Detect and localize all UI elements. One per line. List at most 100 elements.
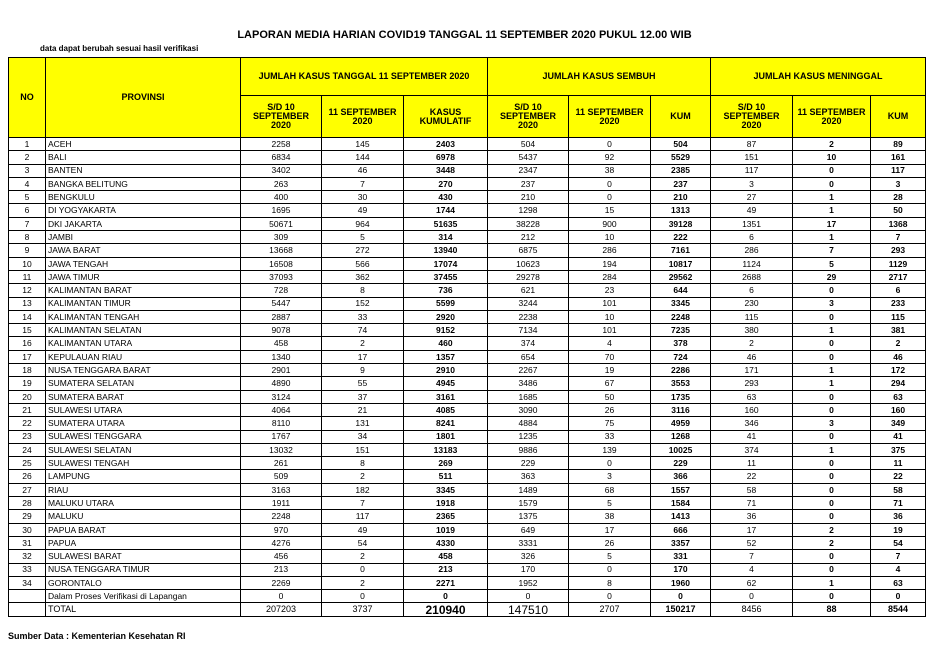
cell-value: 3 — [792, 296, 872, 311]
cell-province: NUSA TENGGARA TIMUR — [45, 562, 241, 577]
cell-value: 293 — [710, 376, 794, 391]
cell-value: 161 — [870, 150, 927, 165]
table-row: 22 SUMATERA UTARA 8110 131 8241 4884 75 4959 346… — [8, 416, 927, 431]
cell-value: 2910 — [403, 363, 488, 378]
cell-value: 263 — [240, 176, 322, 192]
cell-value: 1 — [792, 230, 872, 245]
cell-value: 9 — [321, 363, 404, 378]
cell-value: 3124 — [240, 389, 322, 404]
cell-value: 2403 — [403, 136, 488, 152]
cell-province: MALUKU UTARA — [45, 496, 241, 511]
cell-value: 1579 — [487, 496, 569, 511]
cell-value: 37093 — [240, 269, 322, 285]
cell-value: 27 — [710, 190, 794, 205]
cell-value: 117 — [710, 163, 794, 178]
cell-province: KALIMANTAN TENGAH — [45, 309, 241, 325]
cell-value: 4085 — [403, 402, 488, 418]
cell-no: 24 — [8, 442, 46, 458]
cell-value: 0 — [792, 389, 872, 404]
cell-value: 0 — [792, 402, 872, 418]
cell-value: 2269 — [240, 575, 322, 591]
cell-value: 4330 — [403, 535, 488, 551]
cell-no: 2 — [8, 150, 46, 165]
cell-no: 13 — [8, 296, 46, 311]
cell-value: 89 — [870, 136, 927, 152]
cell-no: 7 — [8, 216, 46, 232]
cell-value: 0 — [792, 309, 872, 325]
cell-value: 237 — [649, 176, 712, 192]
cell-value: 26 — [568, 535, 651, 551]
cell-value: 6 — [710, 230, 794, 245]
cell-value: 3486 — [487, 376, 569, 391]
cell-value: 456 — [240, 549, 322, 564]
cell-value: 1695 — [240, 203, 322, 218]
cell-no: 18 — [8, 363, 46, 378]
table-row: 30 PAPUA BARAT 970 49 1019 649 17 666 17 2 19 — [8, 522, 927, 537]
cell-no: 19 — [8, 376, 46, 391]
cell-value: 34 — [321, 429, 404, 444]
group-header: JUMLAH KASUS MENINGGAL — [710, 57, 927, 96]
cell-value: 10 — [568, 309, 651, 325]
cell-value: 1744 — [403, 203, 488, 218]
cell-value: 3 — [710, 176, 794, 192]
cell-value: 38 — [568, 509, 651, 524]
cell-province: SUMATERA SELATAN — [45, 376, 241, 391]
cell-no: 33 — [8, 562, 46, 577]
cell-value: 19 — [568, 363, 651, 378]
cell-value: 1960 — [649, 575, 712, 591]
cell-value: 210 — [487, 190, 569, 205]
sub-header: 11 SEPTEMBER 2020 — [568, 95, 651, 138]
cell-value: 8 — [568, 575, 651, 591]
table-row: 21 SULAWESI UTARA 4064 21 4085 3090 26 3116 160 0… — [8, 402, 927, 418]
cell-no: 28 — [8, 496, 46, 511]
cell-value: 11 — [870, 456, 927, 471]
cell-value: 1 — [792, 442, 872, 458]
cell-no: 10 — [8, 256, 46, 271]
cell-province: SULAWESI UTARA — [45, 402, 241, 418]
cell-value: 1313 — [649, 203, 712, 218]
cell-value: 172 — [870, 363, 927, 378]
cell-value: 3 — [568, 469, 651, 484]
cell-value: 1489 — [487, 482, 569, 498]
cell-value: 0 — [792, 163, 872, 178]
cell-value: 1 — [792, 203, 872, 218]
cell-value: 1 — [792, 190, 872, 205]
cell-province: JAWA BARAT — [45, 243, 241, 258]
cell-value: 0 — [792, 429, 872, 444]
cell-value: 8456 — [710, 602, 794, 617]
cell-value: 17 — [568, 522, 651, 537]
cell-value: 309 — [240, 230, 322, 245]
cell-value: 54 — [870, 535, 927, 551]
table-row: 11 JAWA TIMUR 37093 362 37455 29278 284 29562 26… — [8, 269, 927, 285]
cell-province: JAWA TENGAH — [45, 256, 241, 271]
table-row: 8 JAMBI 309 5 314 212 10 222 6 1 7 — [8, 230, 927, 245]
covid-table: NO PROVINSI JUMLAH KASUS TANGGAL 11 SEPTEM… — [8, 57, 927, 617]
cell-value: 504 — [487, 136, 569, 152]
cell-value: 5447 — [240, 296, 322, 311]
cell-value: 5529 — [649, 150, 712, 165]
source: Sumber Data : Kementerian Kesehatan RI — [8, 631, 186, 641]
cell-value: 1801 — [403, 429, 488, 444]
cell-value: 0 — [240, 589, 322, 604]
cell-value: 1911 — [240, 496, 322, 511]
cell-value: 22 — [710, 469, 794, 484]
header-row: S/D 10 SEPTEMBER 2020 11 SEPTEMBER 2020 KA… — [9, 95, 927, 138]
table-row: 20 SUMATERA BARAT 3124 37 3161 1685 50 1735 63 0 6… — [8, 389, 927, 404]
cell-value: 38228 — [487, 216, 569, 232]
cell-value: 6 — [870, 283, 927, 298]
cell-value: 8 — [321, 456, 404, 471]
cell-value: 1124 — [710, 256, 794, 271]
header-cell: NO — [8, 57, 46, 138]
cell-value: 210940 — [403, 602, 488, 617]
cell-value: 2 — [321, 336, 404, 351]
cell-value: 28 — [870, 190, 927, 205]
table-row: 16 KALIMANTAN UTARA 458 2 460 374 4 378 2 0 2 — [8, 336, 927, 351]
cell-value: 6875 — [487, 243, 569, 258]
cell-value: 3448 — [403, 163, 488, 178]
header-row: NO PROVINSI JUMLAH KASUS TANGGAL 11 SEPTEM… — [8, 57, 927, 138]
cell-value: 71 — [710, 496, 794, 511]
cell-value: 213 — [240, 562, 322, 577]
cell-value: 41 — [710, 429, 794, 444]
cell-value: 3345 — [403, 482, 488, 498]
table-row: TOTAL 207203 3737 210940 147510 2707 150217 845… — [8, 602, 927, 617]
